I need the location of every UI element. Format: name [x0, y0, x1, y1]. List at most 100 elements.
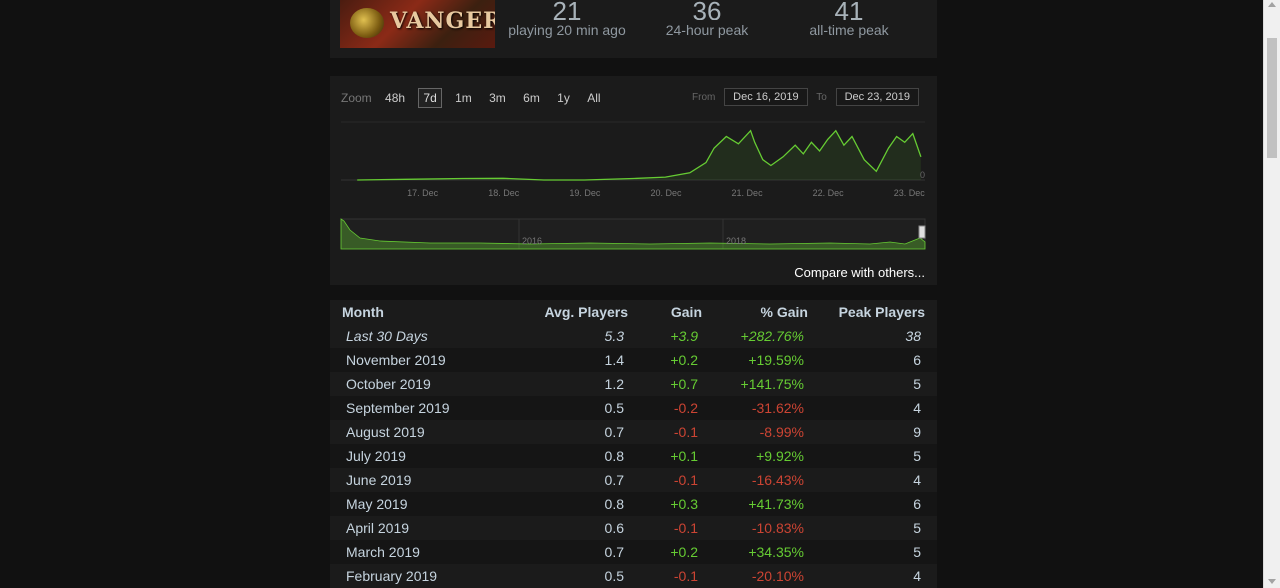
gain-cell: +0.7 [640, 372, 714, 396]
zoom-7d-button[interactable]: 7d [418, 88, 442, 108]
from-label: From [692, 92, 716, 103]
x-tick-label: 20. Dec [650, 188, 682, 198]
column-header-peak-players: Peak Players [838, 304, 925, 320]
stat-label: 24-hour peak [665, 22, 749, 38]
monthly-stats-table: Month Avg. Players Gain % Gain Peak Play… [330, 300, 937, 588]
pct-gain-cell: +282.76% [714, 324, 820, 348]
column-header-pct-gain: % Gain [760, 304, 808, 320]
zoom-6m-button[interactable]: 6m [523, 91, 540, 105]
column-header-gain: Gain [670, 304, 702, 320]
navigator-tick-label: 2018 [726, 236, 746, 246]
to-date-input[interactable]: Dec 23, 2019 [835, 88, 919, 106]
peak-players-cell: 5 [820, 444, 937, 468]
x-tick-label: 18. Dec [488, 188, 520, 198]
avg-players-cell: 0.8 [520, 444, 640, 468]
avg-players-cell: 0.5 [520, 396, 640, 420]
beetle-icon [350, 8, 384, 38]
month-cell: July 2019 [330, 444, 520, 468]
gain-cell: +3.9 [640, 324, 714, 348]
compare-with-others-link[interactable]: Compare with others... [794, 265, 925, 280]
x-tick-label: 21. Dec [732, 188, 764, 198]
pct-gain-cell: +19.59% [714, 348, 820, 372]
month-cell: August 2019 [330, 420, 520, 444]
table-row: May 2019 0.8 +0.3 +41.73% 6 [330, 492, 937, 516]
pct-gain-cell: +9.92% [714, 444, 820, 468]
24h-peak-stat: 36 24-hour peak [632, 0, 782, 38]
pct-gain-cell: +41.73% [714, 492, 820, 516]
y-tick-label: 0 [920, 170, 925, 180]
main-player-chart[interactable]: 17. Dec 18. Dec 19. Dec 20. Dec 21. Dec 22. D… [330, 116, 937, 206]
month-cell: February 2019 [330, 564, 520, 588]
x-tick-label: 19. Dec [569, 188, 601, 198]
gain-cell: +0.2 [640, 540, 714, 564]
avg-players-cell: 1.4 [520, 348, 640, 372]
peak-players-cell: 38 [820, 324, 937, 348]
table-row: July 2019 0.8 +0.1 +9.92% 5 [330, 444, 937, 468]
zoom-label: Zoom [341, 91, 372, 105]
month-cell: March 2019 [330, 540, 520, 564]
peak-players-cell: 4 [820, 468, 937, 492]
vertical-scrollbar[interactable] [1263, 0, 1280, 588]
navigator-series-area [340, 218, 926, 250]
gain-cell: -0.1 [640, 516, 714, 540]
main-series-line [357, 129, 922, 181]
table-row: February 2019 0.5 -0.1 -20.10% 4 [330, 564, 937, 588]
x-tick-label: 22. Dec [813, 188, 845, 198]
peak-players-cell: 5 [820, 516, 937, 540]
stat-label: all-time peak [809, 22, 889, 38]
avg-players-cell: 5.3 [520, 324, 640, 348]
pct-gain-cell: +141.75% [714, 372, 820, 396]
main-series-area [357, 130, 921, 180]
column-header-month: Month [342, 304, 384, 320]
table-row: April 2019 0.6 -0.1 -10.83% 5 [330, 516, 937, 540]
avg-players-cell: 0.6 [520, 516, 640, 540]
date-range: From Dec 16, 2019 To Dec 23, 2019 [692, 88, 925, 106]
gain-cell: +0.1 [640, 444, 714, 468]
pct-gain-cell: -31.62% [714, 396, 820, 420]
peak-players-cell: 6 [820, 492, 937, 516]
navigator-chart[interactable]: 2016 2018 [330, 216, 937, 252]
to-label: To [816, 92, 827, 103]
gain-cell: -0.1 [640, 420, 714, 444]
x-tick-label: 17. Dec [407, 188, 439, 198]
peak-players-cell: 5 [820, 372, 937, 396]
gain-cell: +0.2 [640, 348, 714, 372]
scroll-up-arrow-icon[interactable] [1268, 2, 1276, 7]
table-row: November 2019 1.4 +0.2 +19.59% 6 [330, 348, 937, 372]
pct-gain-cell: -20.10% [714, 564, 820, 588]
scroll-down-arrow-icon[interactable] [1268, 579, 1276, 584]
avg-players-cell: 0.7 [520, 468, 640, 492]
month-cell: Last 30 Days [330, 324, 520, 348]
avg-players-cell: 0.7 [520, 420, 640, 444]
zoom-1m-button[interactable]: 1m [455, 91, 472, 105]
zoom-3m-button[interactable]: 3m [489, 91, 506, 105]
month-cell: May 2019 [330, 492, 520, 516]
zoom-all-button[interactable]: All [587, 91, 601, 105]
from-date-input[interactable]: Dec 16, 2019 [724, 88, 808, 106]
stat-label: playing 20 min ago [508, 22, 626, 38]
table-row: Last 30 Days 5.3 +3.9 +282.76% 38 [330, 324, 937, 348]
player-chart-panel: Zoom 48h 7d 1m 3m 6m 1y All From Dec 16,… [330, 76, 937, 285]
gain-cell: +0.3 [640, 492, 714, 516]
zoom-controls: Zoom 48h 7d 1m 3m 6m 1y All [341, 88, 611, 108]
month-cell: June 2019 [330, 468, 520, 492]
scrollbar-thumb[interactable] [1267, 38, 1277, 158]
x-tick-label: 23. Dec [894, 188, 926, 198]
month-cell: September 2019 [330, 396, 520, 420]
peak-players-cell: 9 [820, 420, 937, 444]
table-row: September 2019 0.5 -0.2 -31.62% 4 [330, 396, 937, 420]
avg-players-cell: 0.7 [520, 540, 640, 564]
table-row: March 2019 0.7 +0.2 +34.35% 5 [330, 540, 937, 564]
monthly-stats-table-panel: Month Avg. Players Gain % Gain Peak Play… [330, 300, 937, 588]
pct-gain-cell: -8.99% [714, 420, 820, 444]
stats-header: VANGERS 21 playing 20 min ago 36 24-hour… [330, 0, 937, 58]
month-cell: April 2019 [330, 516, 520, 540]
zoom-1y-button[interactable]: 1y [557, 91, 570, 105]
month-cell: October 2019 [330, 372, 520, 396]
all-time-peak-stat: 41 all-time peak [774, 0, 924, 38]
column-header-avg-players: Avg. Players [544, 304, 628, 320]
pct-gain-cell: +34.35% [714, 540, 820, 564]
game-logo-text: VANGERS [390, 8, 495, 34]
zoom-48h-button[interactable]: 48h [385, 91, 406, 105]
game-capsule-image[interactable]: VANGERS [340, 0, 495, 48]
